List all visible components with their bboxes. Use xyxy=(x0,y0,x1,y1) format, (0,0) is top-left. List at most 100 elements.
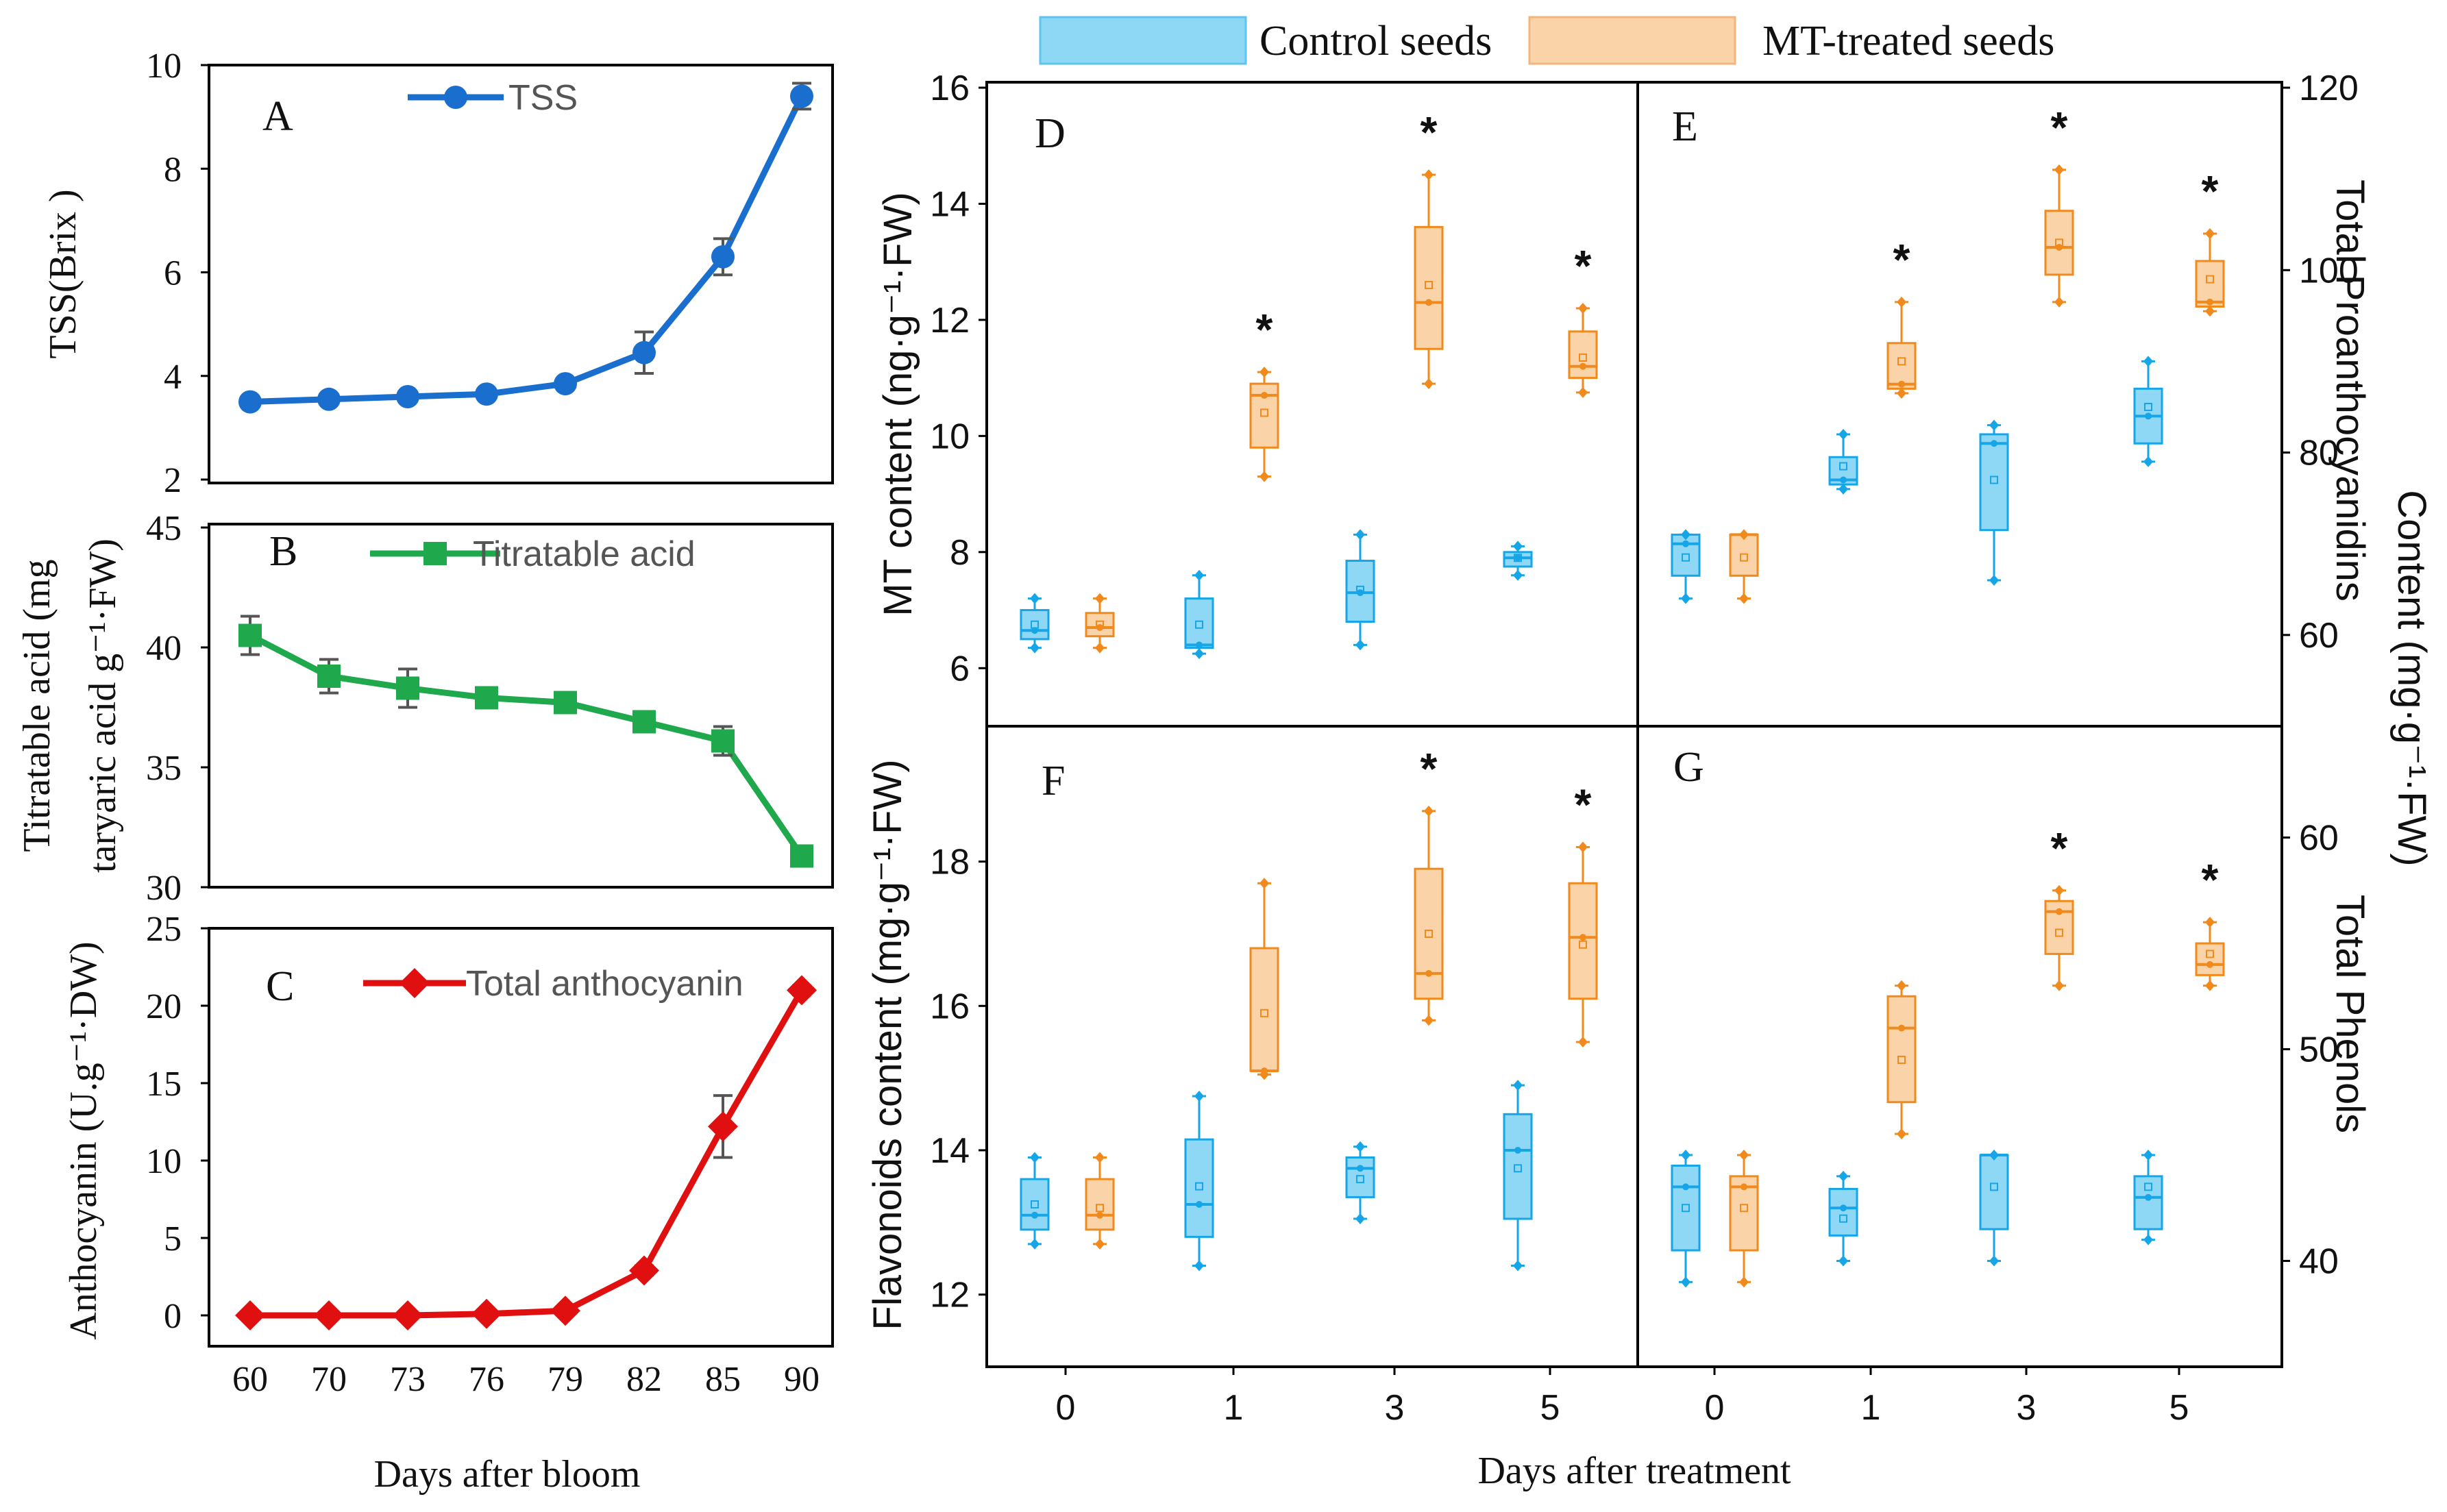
panel-c-ytick-label: 0 xyxy=(164,1297,182,1336)
panel-a-ytick-label: 8 xyxy=(164,150,182,189)
panel-d-mt-min-marker xyxy=(1578,386,1588,398)
panel-c-legend-label: Total anthocyanin xyxy=(466,964,743,1004)
xlabel-left: Days after bloom xyxy=(374,1453,641,1496)
left-xtick-label: 70 xyxy=(311,1360,347,1399)
left-xtick-label: 60 xyxy=(232,1360,268,1399)
panel-a-point xyxy=(711,245,735,269)
panel-f-control-box xyxy=(1020,1178,1050,1231)
panel-e-mt-min-marker xyxy=(2205,306,2215,317)
panel-d-mt-mean xyxy=(1425,281,1433,290)
panel-f-control-min-marker xyxy=(1194,1260,1204,1272)
panel-f-control-mean xyxy=(1195,1182,1203,1191)
panel-d-mt-min-marker xyxy=(1095,642,1105,654)
panel-d-mt-max-marker xyxy=(1095,593,1105,604)
panel-f-ytick-label: 18 xyxy=(930,843,970,882)
panel-f-control-median-dot xyxy=(1514,1146,1521,1154)
panel-c-frame xyxy=(208,927,834,1348)
panel-g-control-mean xyxy=(2144,1182,2152,1191)
left-xtick-label: 79 xyxy=(548,1360,583,1399)
panel-e-mt-mean xyxy=(2055,238,2063,247)
panel-g-mt-median-dot xyxy=(1741,1183,1747,1191)
panel-f-mt-mean xyxy=(1096,1204,1104,1213)
panel-g-mt-mean xyxy=(2055,928,2063,937)
panel-c-point xyxy=(471,1298,502,1329)
panel-d-control-max-marker xyxy=(1355,529,1365,541)
panel-d-mt-mean xyxy=(1260,408,1268,417)
panel-d-control-mean xyxy=(1031,620,1039,629)
panel-g-mt-mean xyxy=(2206,950,2214,958)
panel-f-control-max-marker xyxy=(1513,1080,1523,1091)
panel-e-control-mean xyxy=(2144,403,2152,411)
panel-b-point xyxy=(554,691,577,715)
panel-b-legend-marker xyxy=(423,542,447,565)
panel-g-control-box xyxy=(2133,1175,2163,1230)
panel-e-ytick-label: 120 xyxy=(2299,69,2359,108)
panel-a-point xyxy=(238,390,262,414)
panel-d-ytick-label: 8 xyxy=(950,533,970,573)
left-xtick-label: 76 xyxy=(469,1360,504,1399)
panel-c-point xyxy=(708,1111,738,1142)
panel-g-control-min-marker xyxy=(1681,1276,1690,1288)
panel-d-ytick-label: 10 xyxy=(930,417,970,456)
panel-c-ytick-label: 5 xyxy=(164,1219,182,1259)
panel-g-xtick-label: 5 xyxy=(2169,1388,2189,1428)
panel-a-ytick-label: 2 xyxy=(164,461,182,500)
panel-f-control-box xyxy=(1345,1156,1375,1198)
panel-d-control-max-marker xyxy=(1030,593,1040,604)
panel-b-ytick-label: 35 xyxy=(146,749,182,788)
panel-b-frame xyxy=(208,523,834,889)
panel-g-control-box xyxy=(1671,1164,1701,1252)
panel-g-xtick-label: 1 xyxy=(1861,1388,1881,1428)
panel-e-control-min-marker xyxy=(2143,456,2153,467)
panel-g-mt-max-marker xyxy=(1897,980,1906,991)
ylabel-b-line2: taryaric acid g⁻¹·FW) xyxy=(82,538,124,873)
panel-g-xtick-label: 0 xyxy=(1705,1388,1725,1428)
panel-f-control-median-dot xyxy=(1031,1211,1038,1219)
panel-d-mt-significance: * xyxy=(1421,108,1438,157)
left-xtick-label: 90 xyxy=(784,1360,820,1399)
ylabel-a: TSS(Brix ) xyxy=(42,189,84,358)
panel-d-mt-median-dot xyxy=(1425,299,1432,306)
panel-a-legend-label: TSS xyxy=(508,78,578,118)
panel-e-control-median-dot xyxy=(1840,476,1847,484)
panel-g-mt-box xyxy=(2195,942,2225,976)
panel-f-xtick-label: 1 xyxy=(1224,1388,1244,1428)
ylabel-e: Total Proanthocyanidins xyxy=(2328,179,2372,602)
panel-d-control-box xyxy=(1345,560,1375,623)
panel-e-control-mean xyxy=(1990,475,1998,484)
panel-f-mt-max-marker xyxy=(1259,878,1269,889)
panel-f-frame xyxy=(985,725,1639,1368)
legend-mt-swatch xyxy=(1528,16,1736,65)
panel-e-control-median-dot xyxy=(1991,440,1997,447)
panel-g-control-min-marker xyxy=(1839,1255,1848,1267)
panel-e-mt-significance: * xyxy=(2202,166,2219,216)
panel-a-point xyxy=(475,382,498,406)
panel-g-mt-min-marker xyxy=(1897,1128,1906,1140)
panel-label-a: A xyxy=(262,93,293,140)
panel-d-mt-median-dot xyxy=(1579,362,1586,370)
panel-g-control-max-marker xyxy=(1839,1170,1848,1182)
panel-b-point xyxy=(632,710,656,734)
panel-d-ytick-label: 16 xyxy=(930,69,970,108)
panel-label-d: D xyxy=(1035,110,1066,157)
panel-g-mt-min-marker xyxy=(2205,980,2215,991)
panel-f-control-min-marker xyxy=(1355,1213,1365,1225)
panel-f-ytick-label: 14 xyxy=(930,1131,970,1171)
panel-a-point xyxy=(317,387,341,411)
panel-g-mt-box xyxy=(1886,995,1917,1104)
panel-label-e: E xyxy=(1672,103,1698,150)
panel-d-ytick-label: 14 xyxy=(930,184,970,224)
panel-a-ytick-label: 10 xyxy=(146,47,182,86)
panel-b-point xyxy=(317,665,341,688)
panel-a-point xyxy=(554,372,577,396)
left-xtick-label: 82 xyxy=(626,1360,662,1399)
panel-label-c: C xyxy=(266,963,294,1010)
panel-g-control-max-marker xyxy=(2143,1150,2153,1161)
panel-d-mt-significance: * xyxy=(1256,305,1273,354)
panel-e-mt-min-marker xyxy=(2054,296,2064,308)
panel-b-point xyxy=(475,686,498,710)
panel-g-xtick-label: 3 xyxy=(2017,1388,2037,1428)
panel-a-ytick-label: 4 xyxy=(164,358,182,397)
panel-e-ytick-label: 100 xyxy=(2299,251,2359,290)
